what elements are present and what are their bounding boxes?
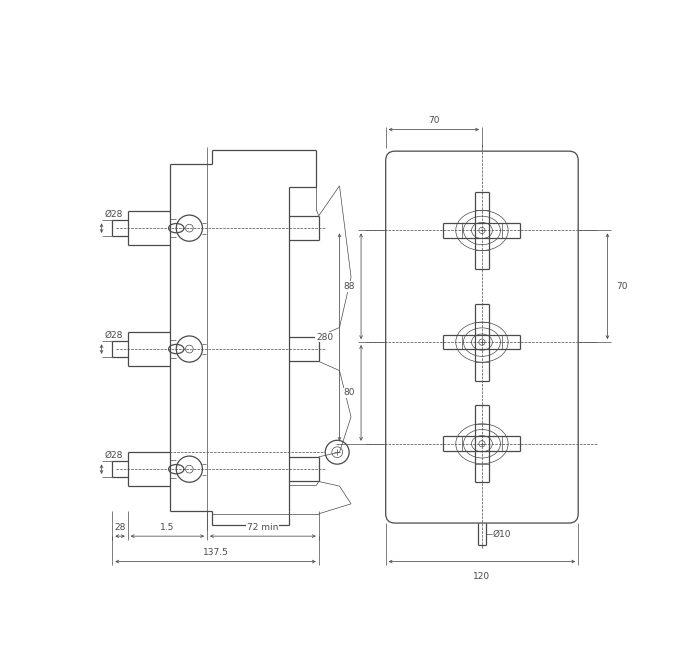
Text: 1.5: 1.5 xyxy=(160,523,174,532)
Text: Ø28: Ø28 xyxy=(105,331,123,340)
Text: 280: 280 xyxy=(316,333,333,342)
Text: Ø10: Ø10 xyxy=(493,529,511,538)
Text: Ø28: Ø28 xyxy=(105,451,123,460)
Text: 72 min: 72 min xyxy=(247,523,279,532)
Text: Ø28: Ø28 xyxy=(105,210,123,219)
Text: 120: 120 xyxy=(473,571,491,580)
Text: 70: 70 xyxy=(617,282,628,291)
Text: 80: 80 xyxy=(344,389,355,397)
Text: 88: 88 xyxy=(344,282,355,291)
Text: 28: 28 xyxy=(114,523,126,532)
Text: 70: 70 xyxy=(428,116,440,125)
Text: 137.5: 137.5 xyxy=(202,548,228,557)
